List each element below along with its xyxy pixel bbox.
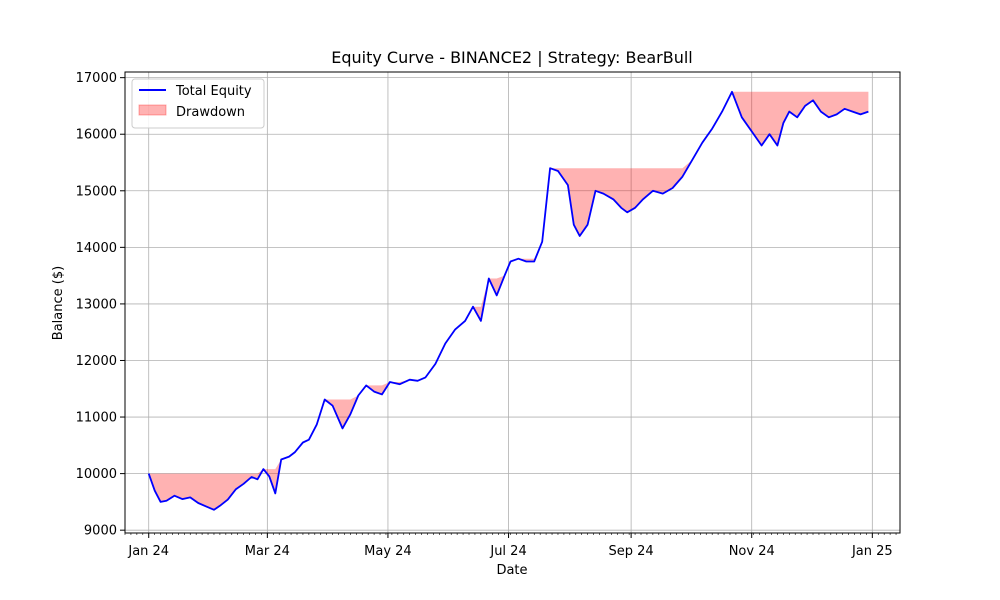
x-tick-label: Nov 24	[729, 544, 775, 559]
chart-title: Equity Curve - BINANCE2 | Strategy: Bear…	[331, 48, 693, 67]
x-tick-label: Sep 24	[609, 544, 654, 559]
legend-swatch-drawdown	[138, 104, 167, 116]
total-equity-line	[147, 90, 869, 511]
legend-box	[131, 78, 265, 129]
legend-label-total-equity: Total Equity	[175, 84, 252, 99]
x-tick-label: Jan 25	[851, 544, 893, 559]
x-tick-label: Mar 24	[245, 544, 290, 559]
x-tick-label: Jan 24	[127, 544, 169, 559]
grid	[125, 72, 900, 533]
legend-label-drawdown: Drawdown	[176, 105, 245, 120]
x-axis-label: Date	[496, 563, 527, 578]
x-axis: Jan 24 Mar 24 May 24 Jul 24 Sep 24 Nov 24 Jan …	[124, 533, 897, 559]
legend: Total Equity Drawdown	[131, 78, 265, 129]
y-tick-label: 9000	[84, 524, 117, 539]
y-tick-label: 13000	[76, 297, 117, 312]
y-tick-label: 15000	[76, 184, 117, 199]
plot-frame	[124, 71, 901, 534]
x-tick-label: May 24	[364, 544, 412, 559]
y-axis: 9000 10000 11000 12000 13000 14000 15000 16000 1…	[76, 71, 125, 539]
y-tick-label: 14000	[76, 241, 117, 256]
y-tick-label: 17000	[76, 71, 117, 86]
x-tick-label: Jul 24	[489, 544, 526, 559]
y-tick-label: 11000	[76, 411, 117, 426]
y-axis-label: Balance ($)	[51, 266, 66, 340]
y-tick-label: 10000	[76, 467, 117, 482]
y-tick-label: 16000	[76, 128, 117, 143]
equity-line	[147, 90, 869, 511]
y-tick-label: 12000	[76, 354, 117, 369]
